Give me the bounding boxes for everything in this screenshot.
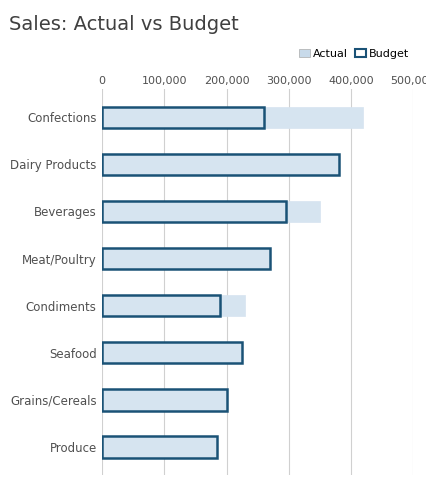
Bar	[102, 295, 245, 316]
Bar	[102, 106, 363, 128]
Bar	[102, 201, 286, 222]
Bar	[102, 154, 339, 175]
Bar	[102, 342, 242, 363]
Bar	[102, 390, 227, 410]
Bar	[102, 106, 264, 128]
Bar	[102, 201, 320, 222]
Bar	[102, 437, 217, 458]
Bar	[102, 154, 339, 175]
Bar	[102, 437, 217, 458]
Legend: Actual, Budget: Actual, Budget	[294, 45, 414, 63]
Text: Sales: Actual vs Budget: Sales: Actual vs Budget	[9, 15, 238, 34]
Bar	[102, 390, 227, 410]
Bar	[102, 248, 270, 269]
Bar	[102, 295, 220, 316]
Bar	[102, 248, 270, 269]
Bar	[102, 342, 242, 363]
